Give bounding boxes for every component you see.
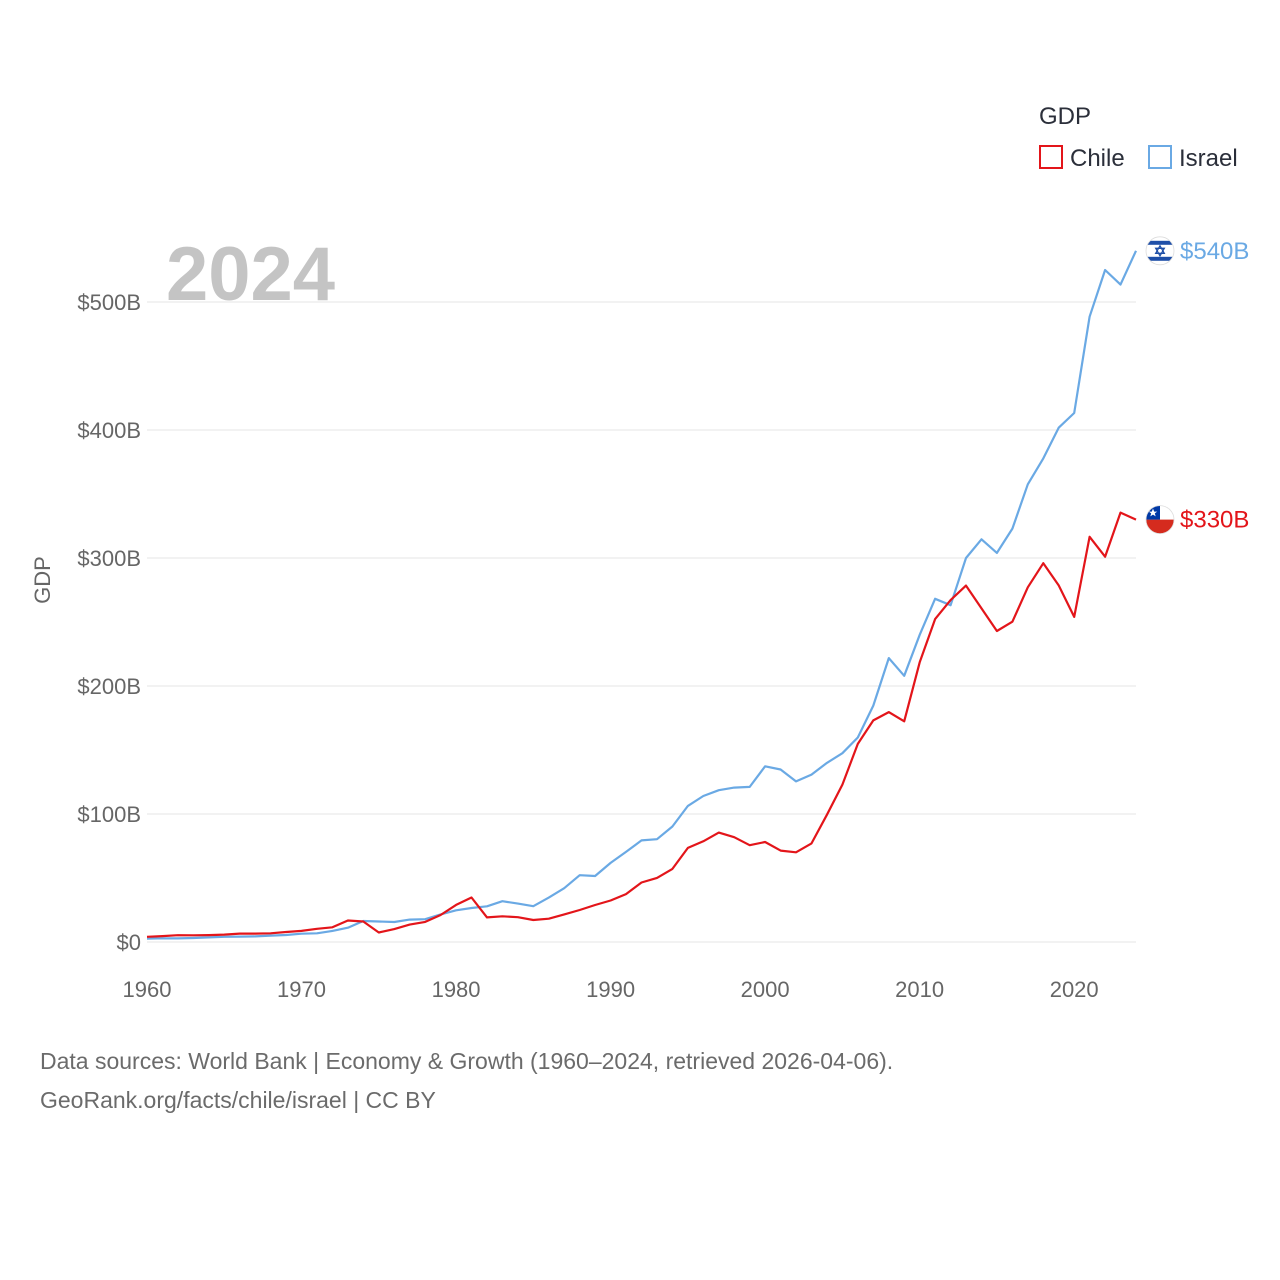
y-tick-label: $500B <box>77 290 141 315</box>
footer: Data sources: World Bank | Economy & Gro… <box>40 1042 893 1120</box>
legend-swatch-chile <box>1039 145 1063 169</box>
y-tick-label: $300B <box>77 546 141 571</box>
y-tick-label: $0 <box>117 930 141 955</box>
year-label: 2024 <box>166 232 335 317</box>
x-tick-label: 1980 <box>432 977 481 1002</box>
legend-swatch-israel <box>1148 145 1172 169</box>
x-axis-ticks: 1960 1970 1980 1990 2000 2010 2020 <box>123 977 1099 1002</box>
legend: GDP Chile Israel <box>1039 103 1238 172</box>
chile-end-label: $330B <box>1180 507 1249 534</box>
x-tick-label: 1990 <box>586 977 635 1002</box>
israel-flag-icon <box>1145 236 1175 266</box>
grid-lines <box>147 301 1136 943</box>
data-sources-note: Data sources: World Bank | Economy & Gro… <box>40 1048 894 1074</box>
series-lines <box>146 250 1137 940</box>
legend-label-chile[interactable]: Chile <box>1070 145 1125 172</box>
y-tick-label: $400B <box>77 418 141 443</box>
legend-label-israel[interactable]: Israel <box>1179 145 1238 172</box>
y-axis-ticks: $0 $100B $200B $300B $400B $500B <box>77 290 141 955</box>
x-tick-label: 1970 <box>277 977 326 1002</box>
attribution-link[interactable]: GeoRank.org/facts/chile/israel | CC BY <box>40 1087 436 1113</box>
series-line-chile[interactable] <box>146 511 1137 938</box>
x-tick-label: 2000 <box>741 977 790 1002</box>
y-axis-label: GDP <box>30 556 55 604</box>
x-tick-label: 2010 <box>895 977 944 1002</box>
israel-end-label: $540B <box>1180 238 1249 265</box>
chile-flag-icon <box>1145 505 1175 534</box>
y-tick-label: $100B <box>77 802 141 827</box>
x-tick-label: 2020 <box>1050 977 1099 1002</box>
x-tick-label: 1960 <box>123 977 172 1002</box>
y-tick-label: $200B <box>77 674 141 699</box>
legend-title: GDP <box>1039 103 1091 130</box>
series-line-israel[interactable] <box>146 250 1137 940</box>
line-chart: $0 $100B $200B $300B $400B $500B 1960 1970 1980… <box>30 103 1249 1002</box>
